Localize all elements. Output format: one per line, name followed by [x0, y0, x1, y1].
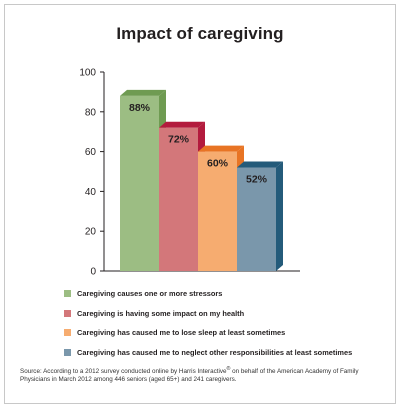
- bar-value-label: 60%: [207, 158, 229, 170]
- bar-top: [120, 89, 166, 96]
- legend-swatch: [64, 348, 71, 356]
- legend-item: Caregiving has caused me to lose sleep a…: [64, 327, 352, 338]
- y-tick-label: 0: [90, 267, 96, 278]
- y-tick-label: 60: [85, 147, 97, 158]
- source-text-continued: on behalf of the American Academy of Fam…: [20, 368, 359, 384]
- legend-label: Caregiving has caused me to neglect othe…: [77, 347, 353, 357]
- legend-label: Caregiving causes one or more stressors: [77, 289, 223, 298]
- y-tick-label: 40: [85, 187, 97, 198]
- registered-mark: ®: [226, 366, 231, 372]
- legend-swatch: [64, 290, 71, 297]
- legend-label: Caregiving has caused me to lose sleep a…: [77, 328, 286, 337]
- legend-item: Caregiving has caused me to neglect othe…: [64, 347, 352, 358]
- bar-value-label: 52%: [246, 174, 268, 186]
- bar-group: 52%: [237, 161, 283, 271]
- bar-side: [276, 161, 283, 271]
- legend-item: Caregiving causes one or more stressors: [64, 288, 352, 299]
- bar: [120, 95, 159, 271]
- chart-title: Impact of caregiving: [116, 24, 284, 43]
- bar: [198, 151, 237, 271]
- legend-item: Caregiving is having some impact on my h…: [64, 308, 352, 319]
- figure-border: [4, 4, 396, 404]
- y-tick-label: 100: [79, 68, 96, 79]
- source-text: Source: According to a 2012 survey condu…: [20, 368, 227, 376]
- bar-top: [159, 121, 205, 128]
- source-note: Source: According to a 2012 survey condu…: [20, 365, 386, 385]
- bar: [159, 127, 198, 271]
- bar-value-label: 88%: [129, 102, 151, 114]
- bar-value-label: 72%: [168, 134, 190, 146]
- legend-swatch: [64, 329, 71, 336]
- bar: [237, 167, 276, 271]
- bar-top: [198, 145, 244, 152]
- legend-label: Caregiving is having some impact on my h…: [77, 308, 245, 318]
- chart-legend: Caregiving causes one or more stressors …: [64, 288, 352, 366]
- y-tick-label: 80: [85, 107, 97, 118]
- legend-swatch: [64, 309, 71, 317]
- y-tick-label: 20: [85, 227, 97, 238]
- bar-top: [237, 161, 283, 168]
